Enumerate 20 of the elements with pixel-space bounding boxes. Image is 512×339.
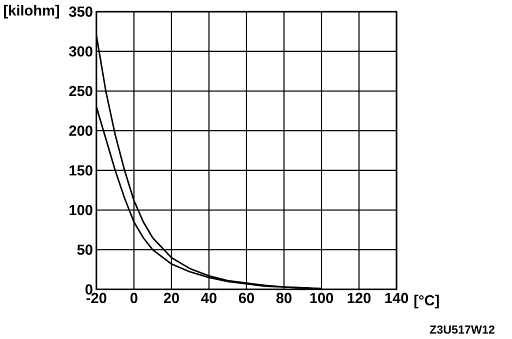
y-axis-title: [kilohm]: [4, 4, 60, 18]
y-tick-label: 250: [69, 86, 92, 96]
text: Z3U517W12: [430, 325, 494, 334]
x-tick-label: 40: [201, 292, 216, 304]
x-axis-title: [°C]: [414, 294, 439, 308]
x-tick-label: 20: [164, 292, 179, 304]
x-tick-label: 80: [276, 292, 292, 304]
x-tick-label: 0: [130, 292, 138, 304]
x-tick-label: 140: [385, 292, 408, 304]
y-tick-label: 50: [77, 244, 92, 255]
y-tick-label: 150: [70, 165, 92, 176]
y-tick-label: 350: [69, 6, 92, 17]
y-tick-label: 0: [85, 284, 92, 295]
x-tick-label: -20: [86, 292, 106, 304]
y-tick-label: 300: [69, 46, 92, 56]
x-tick-label: 100: [310, 292, 334, 304]
y-tick-label: 200: [69, 126, 92, 136]
x-tick-label: 60: [238, 292, 254, 304]
y-tick-label: 100: [70, 204, 92, 216]
x-tick-label: 120: [348, 292, 371, 304]
